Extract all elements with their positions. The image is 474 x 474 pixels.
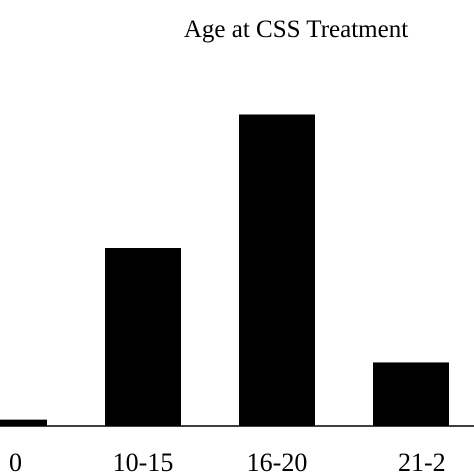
x-tick-label-16-20: 16-20	[247, 448, 308, 474]
bars-group	[0, 114, 449, 426]
bar-0	[0, 419, 47, 426]
chart-title: Age at CSS Treatment	[184, 16, 408, 43]
x-tick-label-10-15: 10-15	[113, 448, 174, 474]
bar-21-2	[373, 362, 449, 426]
bar-10-15	[105, 248, 181, 426]
x-tick-label-21-2: 21-2	[398, 448, 446, 474]
x-tick-labels-group: 0 10-15 16-20 21-2	[9, 448, 446, 474]
x-tick-label-0: 0	[9, 448, 22, 474]
bar-16-20	[239, 114, 315, 426]
